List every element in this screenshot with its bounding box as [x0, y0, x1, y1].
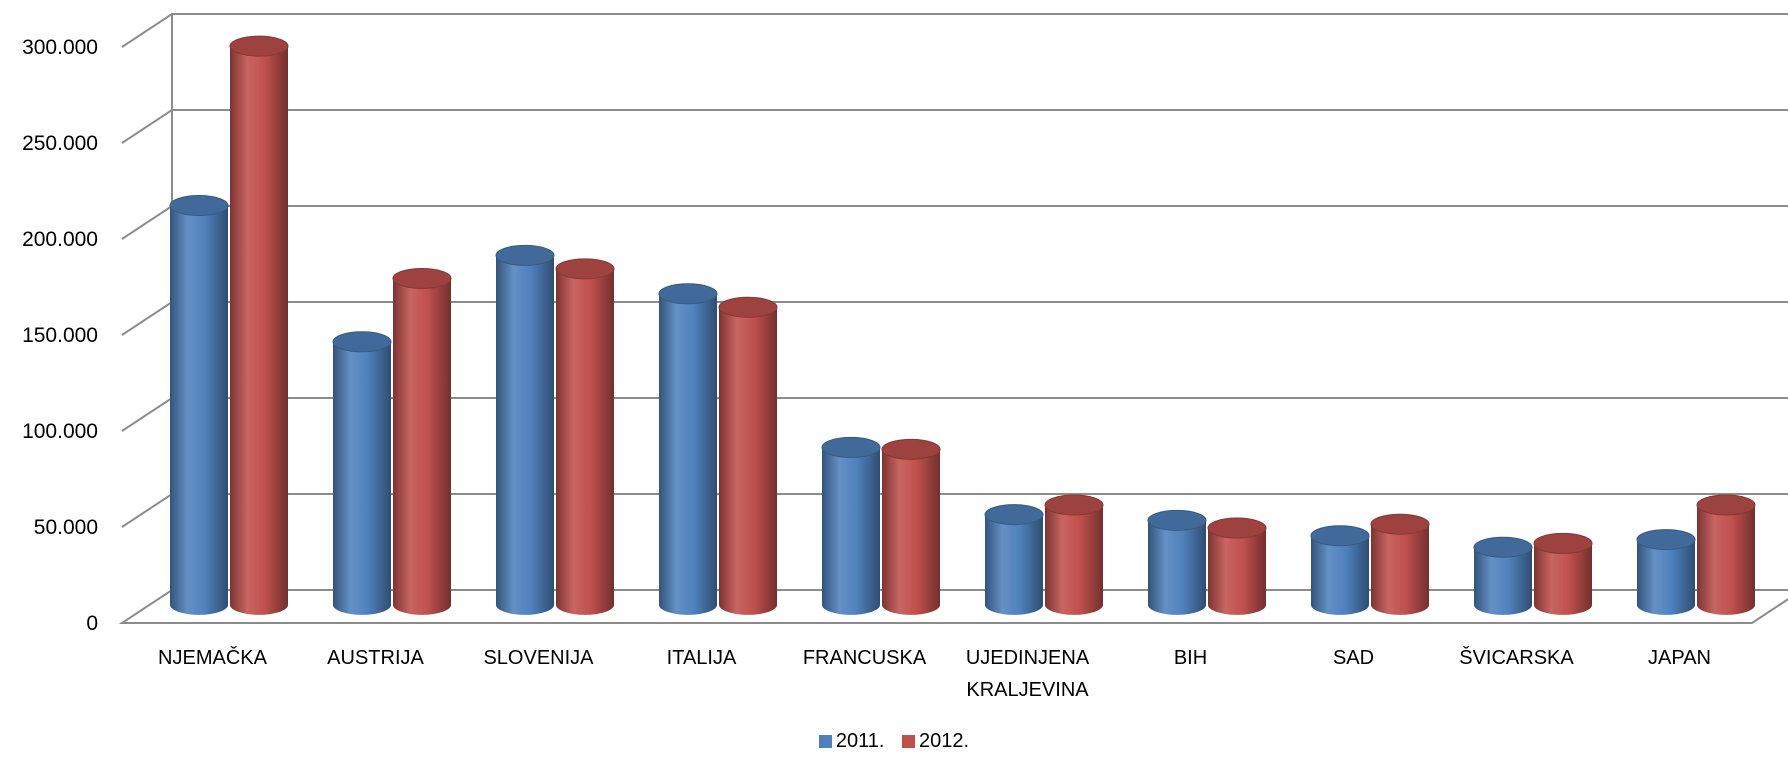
x-tick-label: AUSTRIJA [327, 647, 424, 669]
bar-body [1697, 505, 1755, 615]
x-tick-label: JAPAN [1648, 647, 1711, 669]
y-tick-label: 200.000 [22, 228, 98, 251]
bar-top [1696, 494, 1756, 516]
bar-top [658, 283, 718, 305]
bar-top [1207, 517, 1267, 539]
bar-body [230, 46, 288, 615]
bar-body [659, 293, 717, 615]
bar-body [556, 268, 614, 615]
bar [1473, 536, 1533, 615]
x-tick-label: SLOVENIJA [483, 647, 594, 669]
bar-top [555, 258, 615, 280]
bar [229, 35, 289, 615]
legend: 2011. 2012. [0, 730, 1788, 753]
bar [881, 438, 941, 615]
y-axis-ticks: 0 50.000 100.000 150.000 200.000 250.000 300.0… [22, 36, 98, 635]
legend-label-2012: 2012. [919, 730, 970, 753]
bar [1696, 494, 1756, 615]
bar-body [333, 341, 391, 615]
bar-top [718, 296, 778, 318]
bar-top [1147, 509, 1207, 531]
bar [392, 267, 452, 615]
x-tick-label: NJEMAČKA [158, 646, 268, 669]
x-tick-label: SAD [1333, 647, 1374, 669]
x-tick-label: ITALIJA [667, 647, 737, 669]
x-tick-label: UJEDINJENA KRALJEVINA [966, 647, 1090, 701]
bar [1044, 494, 1104, 615]
gridline [121, 205, 1788, 240]
bar-body [1148, 520, 1206, 615]
x-axis-labels: NJEMAČKA AUSTRIJA SLOVENIJA ITALIJA FRANCUSK… [158, 646, 1711, 701]
bar-body [1208, 528, 1266, 615]
bars [169, 35, 1756, 615]
legend-swatch-2011 [818, 735, 832, 749]
bar [658, 283, 718, 615]
x-tick-label: ŠVICARSKA [1459, 646, 1574, 669]
bar-top [1310, 525, 1370, 547]
bar [1533, 532, 1593, 615]
bar-body [393, 278, 451, 615]
bar-top [229, 35, 289, 57]
bar-top [1044, 494, 1104, 516]
bar-top [495, 244, 555, 266]
legend-label-2011: 2011. [835, 730, 885, 753]
bar [555, 258, 615, 615]
y-tick-label: 250.000 [22, 132, 98, 155]
legend-item-2011: 2011. [818, 730, 885, 753]
bar [332, 331, 392, 615]
gridline [121, 109, 1788, 144]
bar [821, 436, 881, 615]
bar-top [332, 331, 392, 353]
bar [1310, 525, 1370, 615]
bar-top [1370, 513, 1430, 535]
bar-top [169, 194, 229, 216]
x-tick-label: FRANCUSKA [803, 647, 927, 669]
bar-body [719, 307, 777, 615]
y-tick-label: 150.000 [22, 324, 98, 347]
bar-body [1371, 524, 1429, 615]
y-tick-label: 0 [86, 612, 98, 635]
bar [1147, 509, 1207, 615]
bar-body [1045, 505, 1103, 615]
bar [495, 244, 555, 615]
gridline [121, 301, 1788, 336]
bar-body [985, 514, 1043, 615]
bar [1207, 517, 1267, 615]
bar-top [1636, 529, 1696, 551]
bar [1370, 513, 1430, 615]
bar-body [496, 255, 554, 615]
bar [169, 194, 229, 615]
bar-top [1473, 536, 1533, 558]
bar-body [170, 205, 228, 615]
bar-body [1311, 535, 1369, 615]
y-tick-label: 300.000 [22, 36, 98, 59]
bar-top [881, 438, 941, 460]
legend-swatch-2012 [902, 735, 916, 749]
bar-top [984, 504, 1044, 526]
bar-body [1637, 539, 1695, 615]
bar-body [1534, 543, 1592, 615]
bar-body [822, 447, 880, 615]
bar-top [821, 436, 881, 458]
y-tick-label: 100.000 [22, 420, 98, 443]
bar-body [882, 449, 940, 615]
y-tick-label: 50.000 [34, 516, 98, 539]
bar [1636, 529, 1696, 615]
bar-top [1533, 532, 1593, 554]
gridline [121, 13, 1788, 48]
bar [984, 504, 1044, 615]
x-tick-label: BIH [1174, 647, 1207, 669]
legend-item-2012: 2012. [902, 730, 969, 753]
bar-body [1474, 547, 1532, 615]
bar-top [392, 267, 452, 289]
bar [718, 296, 778, 615]
